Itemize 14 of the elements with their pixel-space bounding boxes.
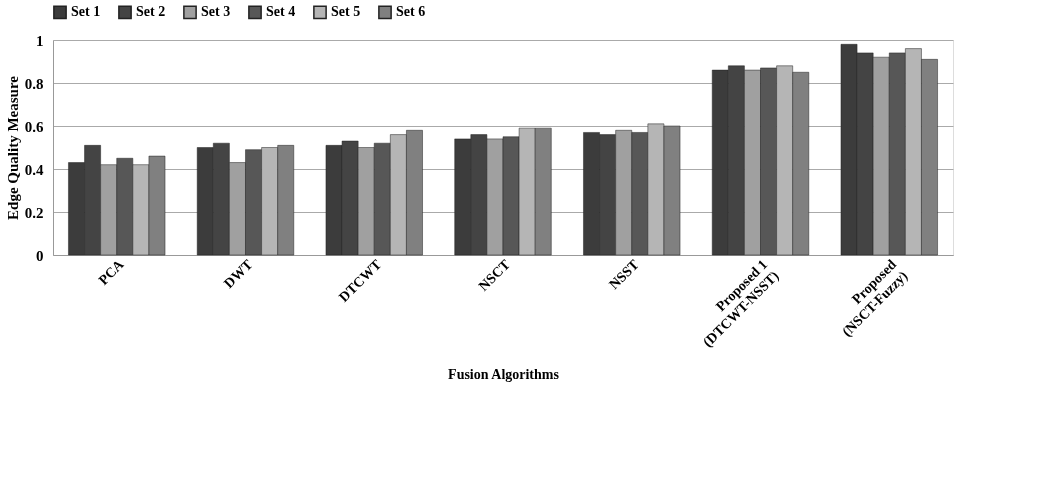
legend-label: Set 2 — [136, 4, 166, 20]
y-tick-label: 0.4 — [24, 161, 44, 178]
legend-label: Set 6 — [396, 4, 426, 20]
y-tick-label: 0 — [36, 247, 44, 264]
y-tick-label: 0.2 — [24, 204, 44, 221]
y-axis-title: Edge Quality Measure — [4, 75, 21, 220]
x-axis-title: Fusion Algorithms — [448, 366, 560, 382]
y-tick-label: 0.8 — [24, 75, 44, 92]
legend-label: Set 5 — [331, 4, 361, 20]
legend-label: Set 3 — [201, 4, 231, 20]
y-tick-label: 1 — [36, 32, 44, 49]
y-tick-label: 0.6 — [24, 118, 44, 135]
legend-label: Set 1 — [71, 4, 101, 20]
legend-label: Set 4 — [266, 4, 296, 20]
